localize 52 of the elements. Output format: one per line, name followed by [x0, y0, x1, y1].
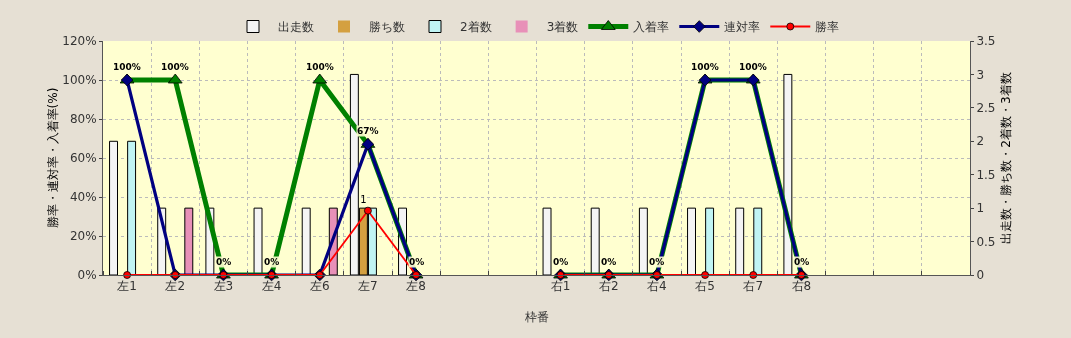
x-tick-label: 右4: [647, 279, 667, 294]
data-label: 67%: [357, 126, 379, 136]
y-axis-title: 勝率・連対率・入着率(%): [46, 87, 61, 229]
y2-tick-label: 2: [976, 134, 985, 149]
legend-label: 3着数: [546, 20, 579, 35]
legend-label: 勝ち数: [369, 20, 405, 35]
x-tick-label: 右2: [598, 279, 619, 294]
legend-label: 入着率: [633, 20, 670, 35]
y2-tick-label: 1.5: [976, 167, 996, 182]
x-tick-label: 左4: [261, 279, 282, 294]
y-tick-label: 40%: [69, 190, 97, 205]
x-tick-label: 左7: [358, 279, 378, 294]
data-label: 100%: [306, 62, 334, 72]
data-label: 0%: [649, 257, 665, 267]
x-tick-label: 右5: [695, 279, 715, 294]
y2-tick-label: 0: [976, 268, 985, 283]
y-tick-label: 60%: [69, 151, 97, 166]
data-label: 0%: [794, 257, 810, 267]
y-tick-label: 120%: [62, 34, 97, 49]
x-tick-label: 右8: [791, 279, 812, 294]
x-tick-label: 右1: [550, 279, 571, 294]
data-label: 100%: [739, 62, 767, 72]
legend-label: 勝率: [815, 20, 840, 35]
data-label: 0%: [601, 257, 617, 267]
data-label: 100%: [161, 62, 189, 72]
x-axis-title: 枠番: [523, 310, 549, 324]
data-label: 0%: [264, 257, 280, 267]
data-label: 1: [360, 194, 367, 206]
x-tick-label: 左2: [165, 279, 186, 294]
legend-label: 連対率: [724, 20, 761, 35]
y-tick-label: 0%: [77, 268, 97, 283]
data-label: 100%: [113, 62, 141, 72]
y2-tick-label: 2.5: [976, 101, 996, 116]
data-label: 0%: [409, 257, 425, 267]
y2-tick-label: 3: [976, 67, 985, 82]
y2-tick-label: 0.5: [976, 234, 996, 249]
y2-axis-title: 出走数・勝ち数・2着数・3着数: [999, 72, 1013, 244]
legend-label: 2着数: [460, 20, 492, 35]
x-tick-label: 右7: [743, 279, 764, 294]
x-tick-label: 左8: [406, 279, 426, 294]
data-label: 0%: [553, 257, 569, 267]
y2-tick-label: 1: [976, 201, 985, 216]
y2-tick-label: 3.5: [976, 34, 996, 49]
y-tick-label: 100%: [62, 73, 97, 88]
data-label: 100%: [691, 62, 719, 72]
x-tick-label: 左3: [213, 279, 234, 294]
x-tick-label: 左6: [309, 279, 330, 294]
data-label: 0%: [216, 257, 232, 267]
legend-label: 出走数: [278, 20, 314, 35]
y-tick-label: 20%: [69, 229, 97, 244]
x-tick-label: 左1: [117, 279, 137, 294]
y-tick-label: 80%: [69, 112, 97, 127]
